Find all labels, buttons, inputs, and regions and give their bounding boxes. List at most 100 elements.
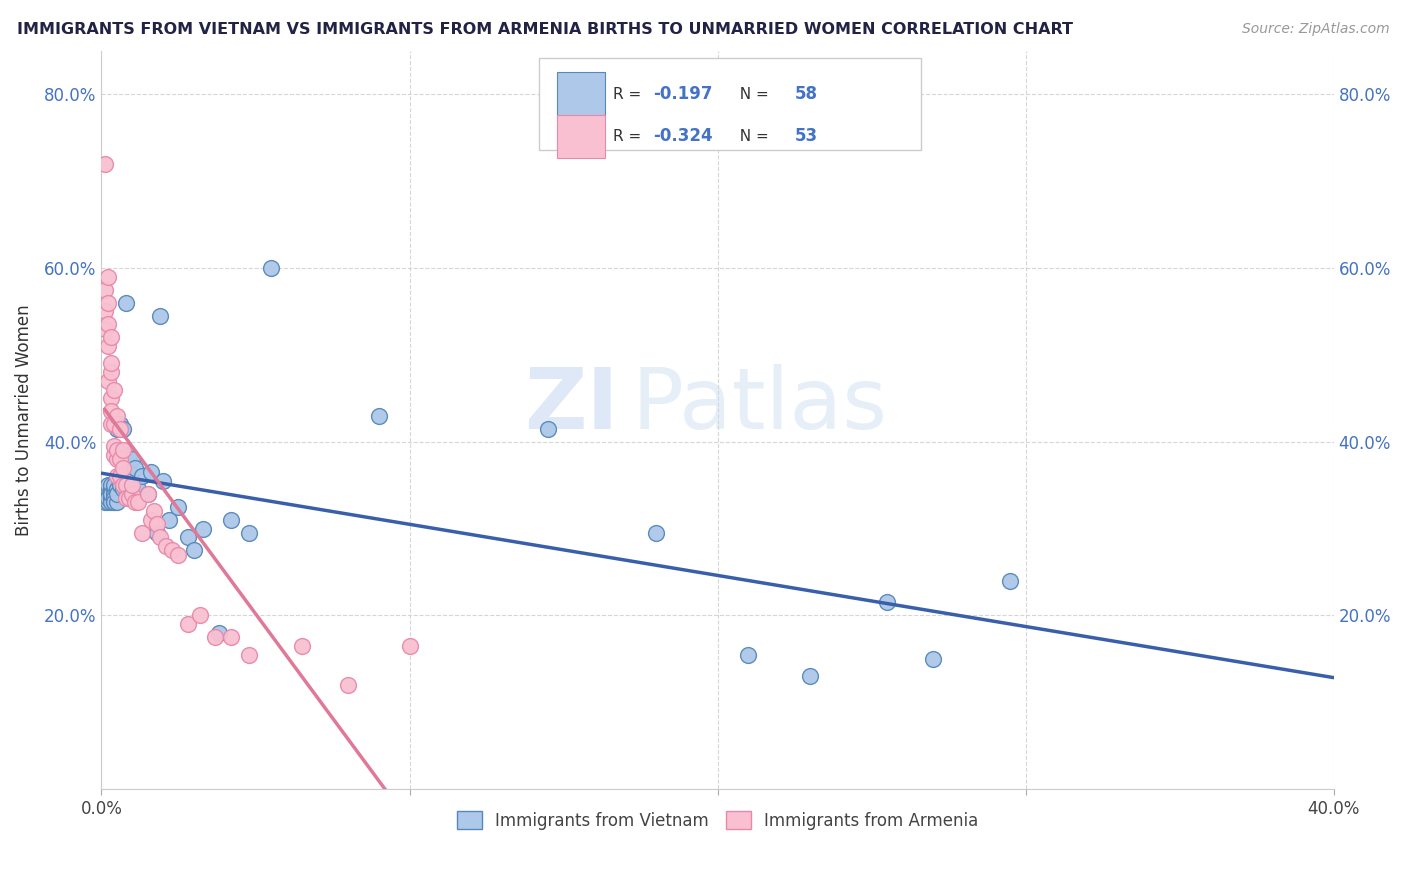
Point	[127, 483, 149, 497]
Point	[93, 304, 115, 318]
Point	[93, 322, 115, 336]
Point	[121, 478, 143, 492]
Point	[191, 522, 214, 536]
Point	[100, 365, 122, 379]
Point	[127, 495, 149, 509]
Point	[118, 448, 141, 462]
Point	[167, 500, 190, 514]
Point	[260, 260, 283, 275]
Point	[100, 356, 122, 370]
Point	[142, 504, 165, 518]
Point	[100, 487, 122, 501]
Text: N =: N =	[730, 87, 773, 102]
Point	[112, 443, 135, 458]
Text: -0.197: -0.197	[654, 85, 713, 103]
Point	[103, 448, 125, 462]
Point	[204, 630, 226, 644]
Point	[100, 330, 122, 344]
Text: N =: N =	[730, 129, 773, 144]
Point	[149, 309, 172, 323]
Point	[398, 639, 420, 653]
Point	[112, 483, 135, 497]
Point	[108, 469, 131, 483]
Point	[97, 491, 120, 505]
Point	[93, 156, 115, 170]
Point	[100, 417, 122, 432]
Point	[97, 269, 120, 284]
Point	[136, 487, 159, 501]
Point	[188, 608, 211, 623]
Point	[876, 595, 898, 609]
Point	[177, 530, 200, 544]
FancyBboxPatch shape	[538, 58, 921, 151]
FancyBboxPatch shape	[557, 72, 606, 116]
Text: R =: R =	[613, 129, 645, 144]
Text: 58: 58	[796, 85, 818, 103]
Point	[93, 283, 115, 297]
Point	[124, 495, 146, 509]
Point	[115, 491, 138, 505]
Point	[108, 422, 131, 436]
Text: Patlas: Patlas	[631, 364, 887, 447]
Point	[121, 474, 143, 488]
Point	[157, 513, 180, 527]
Point	[100, 404, 122, 418]
Point	[146, 525, 169, 540]
Point	[998, 574, 1021, 588]
Point	[97, 318, 120, 332]
Y-axis label: Births to Unmarried Women: Births to Unmarried Women	[15, 304, 32, 536]
Point	[100, 491, 122, 505]
Point	[97, 339, 120, 353]
Point	[139, 465, 162, 479]
Point	[93, 487, 115, 501]
Point	[177, 617, 200, 632]
Point	[105, 409, 128, 423]
Point	[645, 525, 668, 540]
Point	[115, 483, 138, 497]
Point	[105, 469, 128, 483]
Point	[118, 491, 141, 505]
Point	[162, 543, 184, 558]
Point	[336, 678, 359, 692]
Point	[108, 422, 131, 436]
Text: -0.324: -0.324	[654, 128, 713, 145]
Point	[115, 478, 138, 492]
Point	[103, 491, 125, 505]
Point	[100, 495, 122, 509]
Point	[103, 383, 125, 397]
Point	[367, 409, 389, 423]
Point	[103, 417, 125, 432]
Point	[108, 452, 131, 467]
Point	[149, 530, 172, 544]
Point	[97, 374, 120, 388]
Point	[108, 417, 131, 432]
Point	[219, 630, 242, 644]
Point	[152, 474, 174, 488]
Point	[103, 495, 125, 509]
Point	[124, 460, 146, 475]
Point	[537, 422, 560, 436]
Point	[238, 648, 260, 662]
Point	[131, 525, 153, 540]
Point	[238, 525, 260, 540]
Point	[219, 513, 242, 527]
Point	[112, 422, 135, 436]
Point	[922, 652, 945, 666]
Point	[737, 648, 759, 662]
Point	[115, 295, 138, 310]
Text: Source: ZipAtlas.com: Source: ZipAtlas.com	[1241, 22, 1389, 37]
Point	[121, 452, 143, 467]
Point	[100, 478, 122, 492]
Point	[207, 625, 229, 640]
Point	[121, 487, 143, 501]
Text: ZI: ZI	[524, 364, 619, 447]
Point	[105, 452, 128, 467]
Point	[105, 495, 128, 509]
Point	[139, 513, 162, 527]
Point	[146, 517, 169, 532]
Point	[136, 487, 159, 501]
Point	[97, 478, 120, 492]
Point	[131, 469, 153, 483]
Point	[112, 460, 135, 475]
Point	[291, 639, 314, 653]
